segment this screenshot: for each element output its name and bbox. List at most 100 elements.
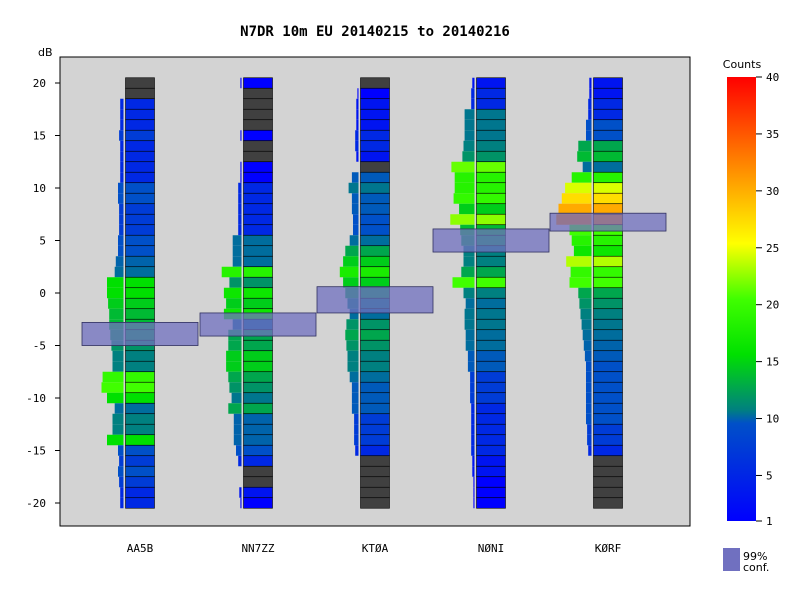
heat-cell — [360, 434, 390, 446]
heat-cell — [476, 392, 506, 404]
profile-bar — [238, 455, 242, 467]
heat-cell — [243, 192, 273, 205]
profile-bar — [452, 277, 475, 288]
profile-bar — [465, 298, 475, 309]
heat-cell — [593, 129, 623, 142]
profile-bar — [107, 287, 124, 299]
profile-bar — [463, 287, 475, 299]
heat-cell — [593, 108, 623, 121]
profile-bar — [107, 277, 124, 288]
profile-bar — [570, 266, 592, 278]
profile-bar — [355, 130, 359, 141]
profile-bar — [238, 224, 242, 236]
profile-bar — [107, 392, 124, 404]
heat-cell — [476, 276, 506, 289]
heat-cell — [360, 108, 390, 121]
profile-bar — [240, 497, 242, 509]
heat-cell — [360, 119, 390, 131]
heat-cell — [243, 287, 273, 299]
confidence-box — [81, 321, 199, 346]
profile-bar — [236, 445, 242, 456]
heat-cell — [243, 255, 273, 268]
profile-bar — [118, 235, 124, 246]
profile-bar — [583, 340, 592, 351]
colorbar — [727, 77, 756, 521]
heat-cell — [360, 234, 390, 247]
heat-cell — [125, 77, 155, 89]
profile-bar — [349, 371, 359, 383]
profile-bar — [471, 434, 475, 446]
heat-cell — [593, 192, 623, 205]
heat-cell — [476, 213, 506, 226]
profile-bar — [459, 203, 475, 215]
profile-bar — [120, 151, 124, 162]
profile-bar — [578, 287, 592, 299]
heat-cell — [476, 98, 506, 110]
heat-cell — [476, 192, 506, 205]
category-label: AA5B — [127, 542, 154, 555]
heat-cell — [360, 381, 390, 394]
heat-cell — [476, 318, 506, 331]
heat-cell — [243, 98, 273, 110]
colorbar-tick-label: 30 — [766, 185, 779, 198]
profile-bar — [119, 203, 124, 215]
heat-cell — [476, 350, 506, 362]
heat-cell — [243, 434, 273, 446]
profile-bar — [579, 298, 592, 309]
profile-bar — [578, 140, 592, 152]
heat-cell — [360, 360, 390, 373]
category-label: KTØA — [362, 542, 389, 555]
profile-bar — [355, 445, 359, 456]
profile-bar — [118, 466, 124, 477]
profile-bar — [471, 413, 475, 425]
heat-cell — [125, 350, 155, 362]
heat-cell — [125, 455, 155, 467]
heat-cell — [593, 98, 623, 110]
profile-bar — [120, 487, 124, 498]
heat-cell — [476, 77, 506, 89]
profile-bar — [453, 193, 475, 204]
profile-bar — [577, 151, 592, 162]
profile-bar — [226, 298, 242, 309]
heat-cell — [360, 203, 390, 215]
heat-cell — [593, 371, 623, 383]
colorbar-tick-label: 15 — [766, 356, 779, 369]
heat-cell — [243, 129, 273, 142]
heat-cell — [593, 486, 623, 499]
profile-bar — [119, 130, 124, 141]
colorbar-tick-label: 10 — [766, 413, 779, 426]
heat-cell — [243, 77, 273, 89]
profile-bar — [114, 266, 124, 278]
heat-cell — [125, 287, 155, 299]
profile-bar — [228, 403, 242, 414]
profile-bar — [463, 256, 475, 267]
profile-bar — [119, 476, 124, 488]
heat-cell — [476, 497, 506, 509]
heat-cell — [360, 318, 390, 331]
heat-cell — [125, 381, 155, 394]
colorbar-tick-label: 20 — [766, 299, 779, 312]
heat-cell — [125, 98, 155, 110]
profile-bar — [351, 403, 359, 414]
heat-cell — [593, 392, 623, 404]
profile-bar — [119, 214, 124, 225]
heat-cell — [476, 486, 506, 499]
y-axis: 20 15 10 5 0 -5 -10 -15 -20 — [26, 77, 60, 510]
profile-bar — [339, 266, 359, 278]
y-axis-unit-label: dB — [38, 46, 53, 59]
profile-bar — [465, 340, 475, 351]
confidence-layer — [81, 212, 667, 346]
profile-bar — [343, 256, 359, 267]
heat-cell — [360, 140, 390, 152]
profile-bar — [343, 277, 359, 288]
profile-bar — [356, 151, 359, 162]
heat-cell — [243, 381, 273, 394]
heat-cell — [476, 371, 506, 383]
profile-bar — [472, 455, 475, 467]
profile-bar — [118, 193, 124, 204]
heat-cell — [360, 486, 390, 499]
profile-bar — [351, 203, 359, 215]
profile-bar — [581, 319, 592, 330]
profile-bar — [573, 245, 592, 257]
